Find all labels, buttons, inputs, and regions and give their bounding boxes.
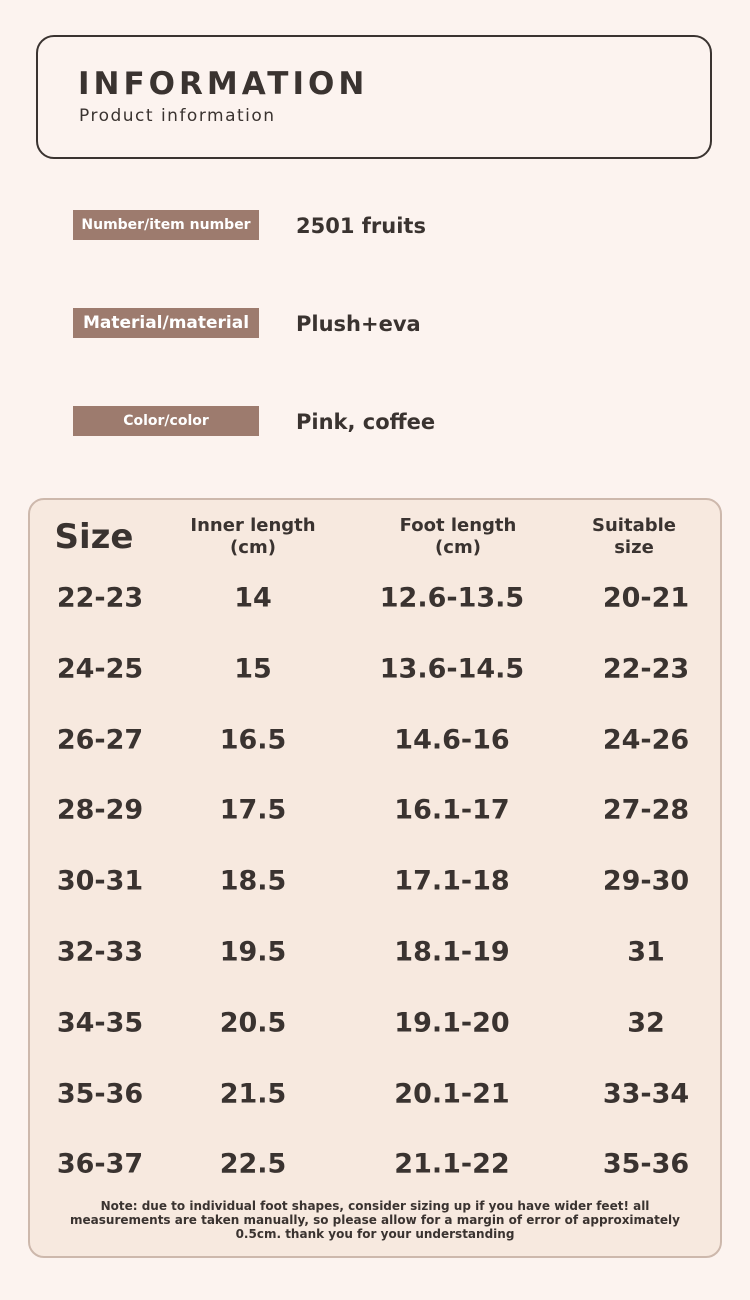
table-cell: 13.6-14.5	[379, 653, 525, 685]
subtitle: Product information	[79, 106, 276, 126]
table-cell: 20.5	[219, 1007, 287, 1039]
table-cell: 18.5	[219, 865, 287, 897]
table-cell: 27-28	[602, 794, 690, 826]
table-cell: 20-21	[602, 582, 690, 614]
table-header: Inner length (cm)	[190, 515, 316, 558]
table-cell: 16.1-17	[394, 794, 510, 826]
table-cell: 22-23	[56, 582, 144, 614]
table-cell: 36-37	[56, 1148, 144, 1180]
table-cell: 17.5	[219, 794, 287, 826]
note: Note: due to individual foot shapes, con…	[70, 1199, 680, 1241]
table-cell: 21.1-22	[394, 1148, 510, 1180]
table-cell: 31	[627, 936, 665, 968]
table-cell: 12.6-13.5	[379, 582, 525, 614]
table-cell: 32-33	[56, 936, 144, 968]
table-cell: 14	[234, 582, 272, 614]
table-cell: 29-30	[602, 865, 690, 897]
table-cell: 30-31	[56, 865, 144, 897]
table-cell: 20.1-21	[394, 1078, 510, 1110]
table-cell: 24-25	[56, 653, 144, 685]
table-header: Suitable size	[592, 515, 676, 558]
table-cell: 22.5	[219, 1148, 287, 1180]
table-cell: 35-36	[56, 1078, 144, 1110]
info-value: Pink, coffee	[296, 410, 436, 434]
info-label: Material/material	[73, 308, 259, 338]
table-cell: 32	[627, 1007, 665, 1039]
table-cell: 35-36	[602, 1148, 690, 1180]
table-cell: 16.5	[219, 724, 287, 756]
table-cell: 26-27	[56, 724, 144, 756]
table-cell: 34-35	[56, 1007, 144, 1039]
table-cell: 19.5	[219, 936, 287, 968]
table-cell: 21.5	[219, 1078, 287, 1110]
table-cell: 22-23	[602, 653, 690, 685]
table-cell: 15	[234, 653, 272, 685]
size-table	[28, 498, 722, 1258]
title: INFORMATION	[78, 66, 369, 102]
table-cell: 24-26	[602, 724, 690, 756]
table-cell: 18.1-19	[394, 936, 510, 968]
table-header: Foot length (cm)	[399, 515, 517, 558]
table-cell: 14.6-16	[394, 724, 510, 756]
info-value: Plush+eva	[296, 312, 421, 336]
info-value: 2501 fruits	[296, 214, 426, 238]
table-cell: 33-34	[602, 1078, 690, 1110]
info-label: Color/color	[73, 406, 259, 436]
table-header: Size	[54, 517, 134, 557]
table-cell: 28-29	[56, 794, 144, 826]
table-cell: 17.1-18	[394, 865, 510, 897]
header-box	[36, 35, 712, 159]
info-label: Number/item number	[73, 210, 259, 240]
table-cell: 19.1-20	[394, 1007, 510, 1039]
